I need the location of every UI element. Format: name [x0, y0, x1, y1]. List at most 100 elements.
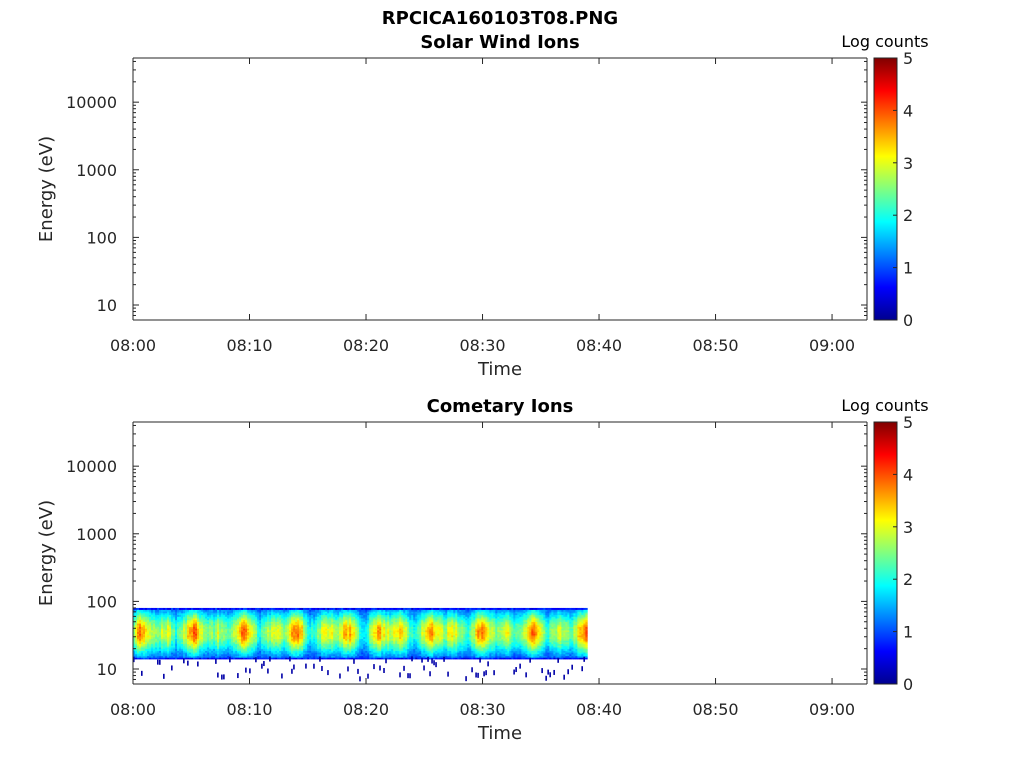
spectrogram-cell: [189, 626, 192, 629]
spectrogram-cell: [443, 636, 446, 639]
spectrogram-cell: [457, 647, 460, 650]
spectrogram-cell: [267, 614, 270, 617]
spectrogram-cell: [375, 642, 378, 645]
spectrogram-cell: [273, 633, 276, 636]
spectrogram-cell: [187, 652, 190, 655]
spectrogram-cell: [189, 652, 192, 655]
spectrogram-cell: [167, 645, 170, 648]
spectrogram-cell: [417, 631, 420, 634]
spectrogram-cell: [249, 647, 252, 650]
spectrogram-cell: [181, 609, 184, 612]
spectrogram-cell: [399, 626, 402, 629]
spectrogram-cell: [285, 607, 288, 610]
spectrogram-cell: [369, 625, 372, 628]
spectrogram-cell: [453, 625, 456, 628]
spectrogram-cell: [329, 648, 332, 651]
spectrogram-cell: [307, 647, 310, 650]
spectrogram-cell: [425, 642, 428, 645]
spectrogram-cell: [161, 633, 164, 636]
spectrogram-cell: [257, 635, 260, 638]
spectrogram-cell: [387, 650, 390, 653]
spectrogram-cell: [151, 614, 154, 617]
spectrogram-cell: [249, 628, 252, 631]
spectrogram-cell: [279, 636, 282, 639]
spectrogram-cell: [313, 638, 316, 641]
spectrogram-cell: [267, 640, 270, 643]
spectrogram-cell: [243, 640, 246, 643]
spectrogram-cell: [281, 618, 284, 621]
spectrogram-cell: [343, 636, 346, 639]
spectrogram-cell: [413, 628, 416, 631]
spectrogram-cell: [163, 650, 166, 653]
spectrogram-cell: [297, 638, 300, 641]
spectrogram-cell: [421, 645, 424, 648]
spectrogram-cell: [429, 616, 432, 619]
spectrogram-cell: [133, 619, 136, 622]
spectrogram-cell: [385, 623, 388, 626]
spectrogram-cell: [159, 625, 162, 628]
spectrogram-cell: [313, 616, 316, 619]
spectrogram-cell: [261, 638, 264, 641]
spectrogram-cell: [149, 614, 152, 617]
spectrogram-cell: [221, 621, 224, 624]
spectrogram-cell: [303, 638, 306, 641]
spectrogram-cell: [143, 619, 146, 622]
spectrogram-cell: [167, 652, 170, 655]
spectrogram-cell: [133, 631, 136, 634]
spectrogram-cell: [143, 630, 146, 633]
spectrogram-cell: [315, 650, 318, 653]
spectrogram-cell: [283, 655, 286, 658]
spectrogram-cell: [455, 650, 458, 653]
spectrogram-cell: [447, 614, 450, 617]
spectrogram-cell: [157, 628, 160, 631]
spectrogram-cell: [175, 635, 178, 638]
spectrogram-cell: [457, 642, 460, 645]
spectrogram-cell: [409, 638, 412, 641]
spectrogram-cell: [387, 638, 390, 641]
spectrogram-cell: [135, 650, 138, 653]
spectrogram-cell: [353, 619, 356, 622]
spectrogram-cell: [391, 640, 394, 643]
spectrogram-cell: [199, 638, 202, 641]
spectrogram-cell: [369, 607, 372, 610]
spectrogram-cell: [379, 652, 382, 655]
spectrogram-cell: [399, 621, 402, 624]
spectrogram-cell: [175, 628, 178, 631]
spectrogram-cell: [205, 621, 208, 624]
spectrogram-cell: [323, 640, 326, 643]
spectrogram-cell: [371, 633, 374, 636]
spectrogram-cell: [457, 633, 460, 636]
spectrogram-cell: [153, 616, 156, 619]
spectrogram-cell: [257, 607, 260, 610]
spectrogram-cell: [151, 609, 154, 612]
spectrogram-cell: [441, 640, 444, 643]
spectrogram-cell: [399, 613, 402, 616]
spectrogram-cell: [237, 655, 240, 658]
spectrogram-cell: [145, 633, 148, 636]
spectrogram-cell: [317, 643, 320, 646]
spectrogram-cell: [177, 613, 180, 616]
spectrogram-cell: [235, 650, 238, 653]
spectrogram-cell: [213, 630, 216, 633]
spectrogram-cell: [257, 630, 260, 633]
spectrogram-cell: [279, 630, 282, 633]
spectrogram-cell: [265, 648, 268, 651]
spectrogram-cell: [197, 616, 200, 619]
spectrogram-cell: [349, 633, 352, 636]
spectrogram-cell: [181, 614, 184, 617]
spectrogram-cell: [205, 650, 208, 653]
spectrogram-cell: [377, 616, 380, 619]
spectrogram-cell: [149, 618, 152, 621]
spectrogram-cell: [191, 648, 194, 651]
spectrogram-cell: [383, 654, 386, 657]
spectrogram-cell: [237, 625, 240, 628]
spectrogram-cell: [391, 618, 394, 621]
spectrogram-cell: [447, 616, 450, 619]
spectrogram-cell: [333, 614, 336, 617]
spectrogram-cell: [321, 642, 324, 645]
spectrogram-cell: [189, 636, 192, 639]
spectrogram-cell: [213, 648, 216, 651]
spectrogram-cell: [291, 657, 294, 660]
spectrogram-cell: [365, 655, 368, 658]
spectrogram-cell: [365, 625, 368, 628]
